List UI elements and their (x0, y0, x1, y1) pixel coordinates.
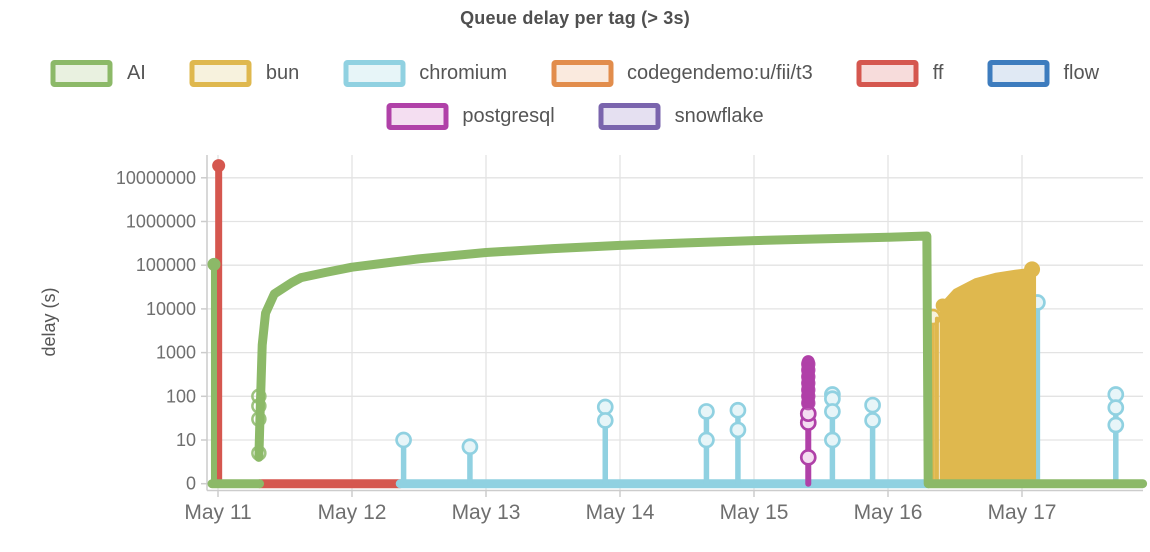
ring-marker (801, 362, 816, 378)
x-tick-label: May 12 (318, 501, 387, 524)
spike-marker (596, 398, 614, 416)
legend-item-chromium[interactable]: chromium (343, 60, 507, 87)
x-tick-label: May 13 (452, 501, 521, 524)
legend-item-codegendemo-u-fii-t3[interactable]: codegendemo:u/fii/t3 (551, 60, 813, 87)
curve (254, 231, 933, 489)
ring-marker (251, 388, 267, 405)
legend-swatch-ff (856, 60, 919, 87)
x-tick-label: May 17 (988, 501, 1057, 524)
spike-marker (824, 403, 841, 420)
x-tick-label: May 15 (720, 501, 789, 524)
y-tick-label: 10000 (146, 299, 196, 319)
spike-marker (461, 438, 479, 456)
spike-marker (729, 401, 747, 419)
y-tick-label: 10000000 (116, 168, 196, 188)
y-tick-label: 100000 (136, 255, 196, 275)
legend-label-ai: AI (126, 62, 146, 84)
spike-marker (698, 403, 715, 420)
spike-marker (799, 405, 817, 423)
y-tick-label: 0 (186, 474, 196, 494)
legend-swatch-codegendemo-u-fii-t3 (551, 60, 614, 87)
spike-marker (395, 431, 412, 449)
series-bun (924, 261, 1041, 486)
legend-swatch-postgresql (386, 103, 449, 130)
y-tick-label: 10 (176, 430, 196, 450)
spike-marker (1107, 416, 1125, 434)
legend-label-ff: ff (932, 62, 944, 84)
legend-swatch-bun (189, 60, 252, 87)
spike-cap (212, 159, 226, 173)
x-tick-label: May 16 (854, 501, 923, 524)
legend-item-postgresql[interactable]: postgresql (386, 103, 555, 130)
cap-marker (1024, 261, 1041, 278)
x-tick-label: May 14 (586, 501, 655, 524)
spike-marker (596, 412, 614, 429)
y-tick-label: 100 (166, 386, 196, 406)
spike-marker (864, 396, 881, 414)
legend-swatch-ai (50, 60, 113, 87)
legend-swatch-chromium (343, 60, 406, 87)
y-tick-label: 1000000 (126, 212, 196, 232)
series-postgresql (799, 355, 817, 487)
spike-marker (799, 449, 817, 466)
legend-label-snowflake: snowflake (674, 105, 764, 127)
legend-item-bun[interactable]: bun (189, 60, 300, 87)
legend-item-flow[interactable]: flow (987, 60, 1099, 87)
x-tick-label: May 11 (184, 501, 251, 524)
legend-swatch-flow (987, 60, 1050, 87)
legend-label-postgresql: postgresql (462, 105, 555, 127)
spike-marker (824, 431, 841, 449)
spike-marker (698, 431, 715, 449)
chart-title: Queue delay per tag (> 3s) (460, 8, 690, 28)
y-axis-title: delay (s) (39, 287, 59, 356)
legend-item-ai[interactable]: AI (50, 60, 146, 87)
legend-label-bun: bun (265, 62, 300, 84)
area (939, 267, 1037, 486)
y-tick-label: 1000 (156, 343, 196, 363)
series-ai (207, 231, 1148, 489)
legend-label-codegendemo-u-fii-t3: codegendemo:u/fii/t3 (627, 62, 813, 84)
spike-marker (1107, 399, 1125, 416)
spike-marker (729, 421, 747, 439)
ring-marker (251, 445, 267, 461)
ring-marker (801, 356, 816, 372)
legend-swatch-snowflake (598, 103, 661, 130)
spike-cap (207, 257, 221, 271)
legend-label-chromium: chromium (419, 62, 508, 84)
legend-item-ff[interactable]: ff (856, 60, 944, 87)
spike-marker (864, 412, 881, 429)
legend-item-snowflake[interactable]: snowflake (598, 103, 764, 130)
series-ff (212, 159, 405, 489)
legend-label-flow: flow (1063, 62, 1100, 84)
chart-legend: AI bun chromium codegendemo:u/fii/t3 ff flow p… (38, 60, 1113, 130)
cap-marker (935, 298, 950, 313)
series-chromium (395, 294, 1125, 489)
ring-marker (251, 398, 267, 414)
